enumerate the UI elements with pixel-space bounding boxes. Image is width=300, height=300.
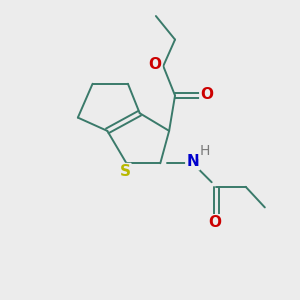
- Text: O: O: [200, 87, 213, 102]
- Text: N: N: [186, 154, 199, 169]
- Text: S: S: [119, 164, 130, 179]
- Text: H: H: [199, 145, 210, 158]
- Text: O: O: [208, 215, 221, 230]
- Text: O: O: [148, 57, 161, 72]
